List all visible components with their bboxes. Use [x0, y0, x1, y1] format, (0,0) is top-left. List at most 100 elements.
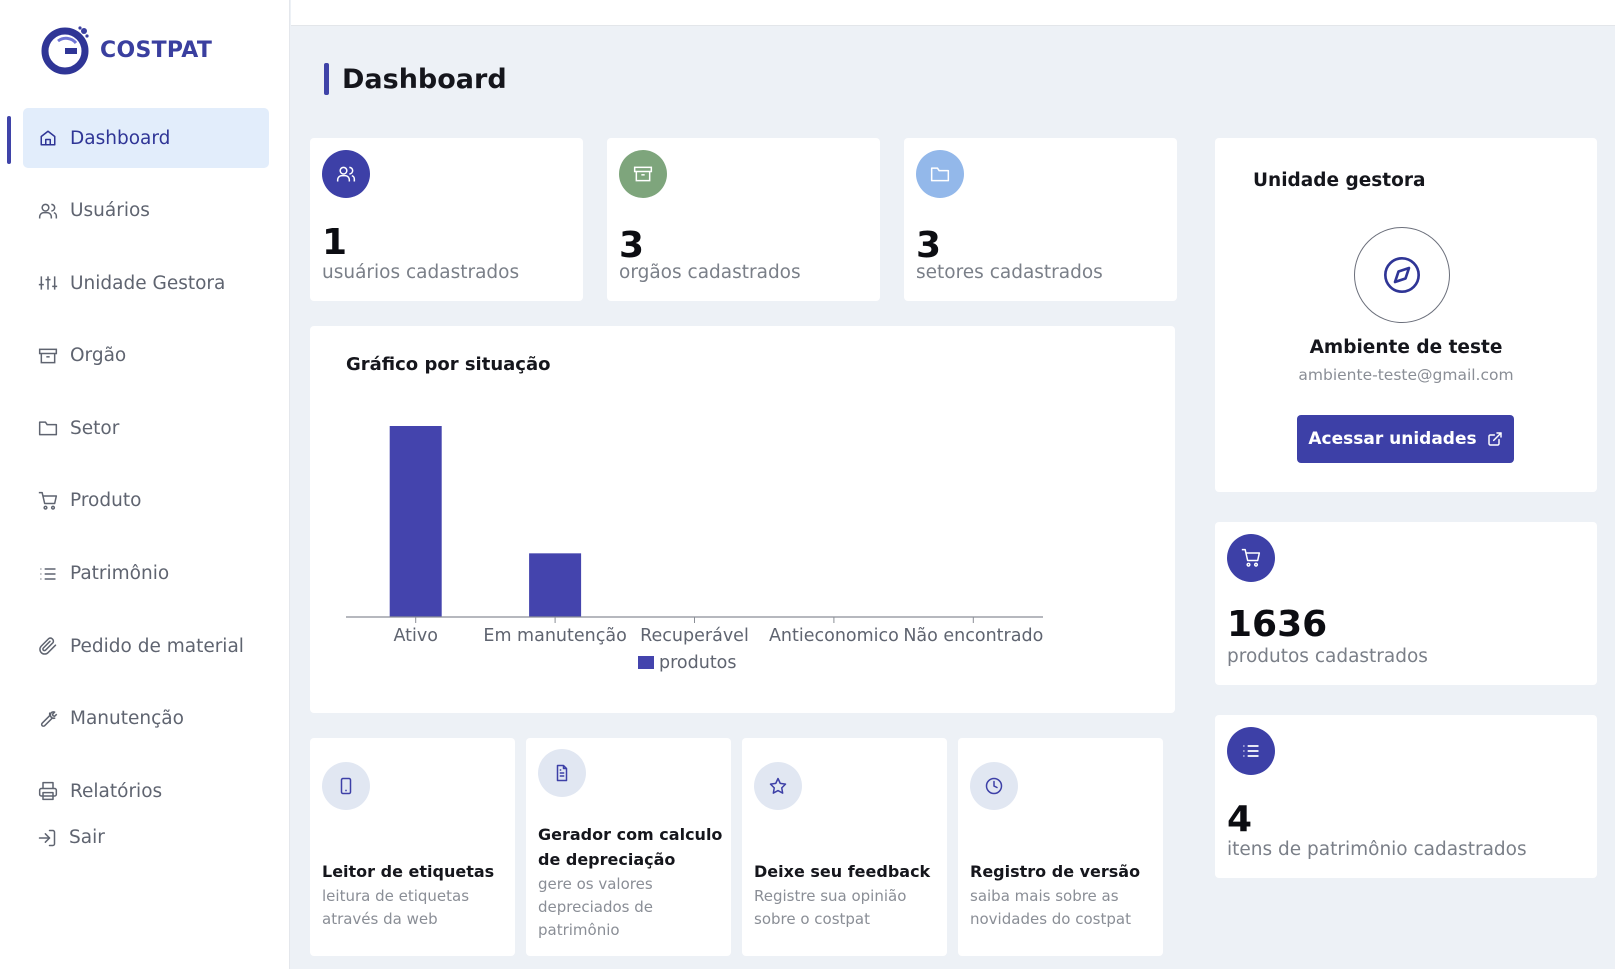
title-accent-bar: [324, 63, 329, 95]
page-title-text: Dashboard: [342, 63, 507, 95]
feature-card-versao[interactable]: Registro de versão saiba mais sobre as n…: [958, 738, 1163, 956]
stat-label: setores cadastrados: [916, 262, 1103, 283]
chart-bar[interactable]: [529, 553, 582, 617]
unidade-gestora-card: Unidade gestora Ambiente de teste ambien…: [1215, 138, 1597, 492]
users-icon: [322, 150, 370, 198]
stat-value: 3: [619, 225, 645, 266]
top-bar: [291, 0, 1615, 26]
feature-desc: gere os valores depreciados de patrimôni…: [538, 875, 653, 939]
folder-icon: [916, 150, 964, 198]
chart-card: Gráfico por situação Ativo Em manutenção R…: [310, 326, 1175, 713]
list-icon: [1227, 727, 1275, 775]
stat-card-setores[interactable]: 3 setores cadastrados: [904, 138, 1177, 301]
x-tick-label: Não encontrado: [903, 626, 1043, 646]
document-icon: [538, 749, 586, 797]
smartphone-icon: [322, 762, 370, 810]
unidade-gestora-title: Unidade gestora: [1253, 170, 1426, 191]
brand-name: COSTPAT: [100, 37, 213, 63]
costpat-logo-icon: [41, 26, 89, 75]
sidebar: COSTPAT Dashboard Usuários Unidade Gesto…: [0, 0, 290, 969]
feature-card-feedback[interactable]: Deixe seu feedback Registre sua opinião …: [742, 738, 947, 956]
stat-label: produtos cadastrados: [1227, 646, 1428, 667]
logout-button[interactable]: Sair: [0, 818, 290, 858]
chart-title: Gráfico por situação: [346, 354, 551, 375]
sidebar-item-setor[interactable]: Setor: [0, 398, 290, 458]
unidade-name: Ambiente de teste: [1309, 337, 1503, 358]
sidebar-item-produto[interactable]: Produto: [0, 471, 290, 531]
sidebar-item-label: Setor: [70, 417, 120, 439]
acessar-unidades-label: Acessar unidades: [1308, 429, 1477, 449]
unidade-email: ambiente-teste@gmail.com: [1298, 366, 1514, 384]
stat-label: orgãos cadastrados: [619, 262, 801, 283]
stat-value: 1636: [1227, 604, 1328, 645]
logout-label: Sair: [69, 827, 105, 849]
printer-icon: [38, 781, 58, 801]
sliders-icon: [38, 273, 58, 293]
sidebar-item-label: Relatórios: [70, 780, 163, 802]
brand-logo[interactable]: COSTPAT: [40, 24, 212, 76]
sidebar-item-label: Manutenção: [70, 708, 184, 730]
star-icon: [754, 762, 802, 810]
sidebar-item-label: Usuários: [70, 200, 150, 222]
folder-icon: [38, 418, 58, 438]
x-tick-label: Recuperável: [640, 626, 749, 646]
logout-icon: [37, 828, 57, 848]
page-title: Dashboard: [324, 62, 507, 96]
feature-card-gerador[interactable]: Gerador com calculo de depreciação gere …: [526, 738, 731, 956]
feature-title: Gerador com calculo de depreciação: [538, 825, 723, 869]
sidebar-item-label: Dashboard: [70, 127, 171, 149]
sidebar-item-label: Pedido de material: [70, 635, 244, 657]
sidebar-item-orgao[interactable]: Orgão: [0, 326, 290, 386]
legend-swatch: [638, 656, 654, 669]
active-indicator: [7, 116, 11, 164]
cart-icon: [1227, 534, 1275, 582]
wrench-icon: [38, 709, 58, 729]
clock-icon: [970, 762, 1018, 810]
x-tick-label: Em manutenção: [483, 626, 626, 646]
stat-label: usuários cadastrados: [322, 262, 520, 283]
x-tick-label: Ativo: [393, 626, 437, 646]
sidebar-item-label: Patrimônio: [70, 563, 170, 585]
feature-card-leitor[interactable]: Leitor de etiquetas leitura de etiquetas…: [310, 738, 515, 956]
stat-card-patrimonio[interactable]: 4 itens de patrimônio cadastrados: [1215, 715, 1597, 878]
external-link-icon: [1487, 432, 1502, 446]
archive-icon: [619, 150, 667, 198]
feature-title: Registro de versão: [970, 862, 1141, 881]
feature-desc: leitura de etiquetas através da web: [322, 887, 470, 928]
feature-title: Deixe seu feedback: [754, 862, 931, 881]
paperclip-icon: [38, 636, 58, 656]
home-icon: [38, 128, 58, 148]
sidebar-item-usuarios[interactable]: Usuários: [0, 181, 290, 241]
sidebar-item-label: Orgão: [70, 345, 127, 367]
sidebar-item-label: Produto: [70, 490, 142, 512]
chart-bar[interactable]: [389, 426, 442, 617]
sidebar-item-unidade-gestora[interactable]: Unidade Gestora: [0, 253, 290, 313]
sidebar-item-manutencao[interactable]: Manutenção: [0, 689, 290, 749]
stat-card-orgaos[interactable]: 3 orgãos cadastrados: [607, 138, 880, 301]
stat-value: 4: [1227, 799, 1253, 840]
sidebar-item-dashboard[interactable]: Dashboard: [0, 108, 290, 168]
bar-chart: Ativo Em manutenção Recuperável Antieconomi…: [346, 426, 1043, 673]
sidebar-item-pedido-de-material[interactable]: Pedido de material: [0, 616, 290, 676]
stat-card-usuarios[interactable]: 1 usuários cadastrados: [310, 138, 583, 301]
active-highlight: [23, 108, 269, 168]
sidebar-item-label: Unidade Gestora: [70, 272, 226, 294]
list-icon: [38, 564, 58, 584]
feature-desc: Registre sua opinião sobre o costpat: [754, 887, 907, 928]
sidebar-nav: Dashboard Usuários Unidade Gestora Orgão…: [0, 108, 290, 871]
archive-icon: [38, 346, 58, 366]
stat-value: 1: [322, 222, 348, 263]
acessar-unidades-button[interactable]: Acessar unidades: [1297, 415, 1514, 463]
sidebar-item-patrimonio[interactable]: Patrimônio: [0, 544, 290, 604]
users-icon: [38, 201, 58, 221]
feature-desc: saiba mais sobre as novidades do costpat: [970, 887, 1131, 928]
feature-title: Leitor de etiquetas: [322, 862, 495, 881]
stat-card-produtos[interactable]: 1636 produtos cadastrados: [1215, 522, 1597, 685]
stat-label: itens de patrimônio cadastrados: [1227, 839, 1527, 860]
compass-icon: [1354, 227, 1450, 323]
sidebar-item-relatorios[interactable]: Relatórios: [0, 761, 290, 821]
x-tick-label: Antieconomico: [769, 626, 899, 646]
stat-value: 3: [916, 225, 942, 266]
legend-label: produtos: [659, 653, 737, 673]
cart-icon: [38, 491, 58, 511]
